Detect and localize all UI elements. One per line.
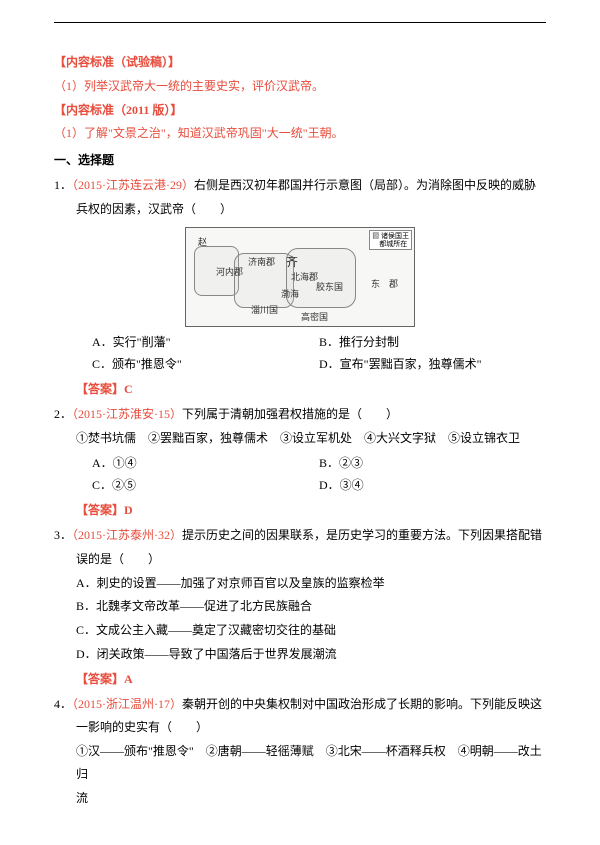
q4-stem-a: 秦朝开创的中央集权制对中国政治形成了长期的影响。下列能反映这 [182,697,542,711]
q4-choices-b: 流 [54,787,546,810]
std-2011-item: （1）了解"文景之治"，知道汉武帝巩固"大一统"王朝。 [54,122,546,145]
question-4: 4．（2015·浙江温州·17）秦朝开创的中央集权制对中国政治形成了长期的影响。… [54,693,546,810]
q2-optB: B．②③ [319,452,546,475]
q3-source: （2015·江苏泰州·32） [72,528,182,542]
map-legend-1: ▨ 诸侯国王 [372,232,409,240]
q3-stem-b: 误的是（ ） [54,548,546,571]
q1-stem-b: 兵权的因素，汉武帝（ ） [54,198,546,221]
q3-optA: A．刺史的设置——加强了对京师百官以及皇族的监察检举 [54,572,546,595]
map-lbl-dong: 东 郡 [371,280,398,290]
std-test-title: 【内容标准（试验稿）】 [54,51,546,74]
q3-optD: D．闭关政策——导致了中国落后于世界发展潮流 [54,643,546,666]
question-1: 1．（2015·江苏连云港·29）右侧是西汉初年郡国并行示意图（局部）。为消除图… [54,174,546,401]
q1-optC: C．颁布"推恩令" [92,353,319,376]
map-lbl-jiaodong: 胶东国 [316,283,343,293]
map-lbl-henei: 河内郡 [216,268,243,278]
q4-choices-a: ①汉——颁布"推恩令" ②唐朝——轻徭薄赋 ③北宋——杯酒释兵权 ④明朝——改土… [54,740,546,786]
q1-answer: 【答案】C [54,378,546,401]
q1-optD: D．宣布"罢黜百家，独尊儒术" [319,353,546,376]
q1-num: 1． [54,178,72,192]
map-lbl-bohai: 渤海 [281,290,299,300]
q3-answer: 【答案】A [54,668,546,691]
q3-optC: C．文成公主入藏——奠定了汉藏密切交往的基础 [54,619,546,642]
std-2011-title: 【内容标准（2011 版）】 [54,99,546,122]
q3-num: 3． [54,528,72,542]
q3-optB: B．北魏孝文帝改革——促进了北方民族融合 [54,595,546,618]
map-lbl-qi: 齐 [286,256,298,269]
q2-answer: 【答案】D [54,499,546,522]
map-image: ▨ 诸侯国王 都城所在 赵 河内郡 济南郡 齐 北海郡 胶东国 渤海 东 郡 淄… [185,227,415,327]
q2-options: A．①④ B．②③ C．②⑤ D．③④ [54,452,546,498]
q4-stem-b: 一影响的史实有（ ） [54,716,546,739]
q2-num: 2． [54,407,72,421]
q2-stem: 下列属于清朝加强君权措施的是（ ） [182,407,398,421]
map-legend-2: 都城所在 [372,240,409,248]
q1-source: （2015·江苏连云港·29） [72,178,194,192]
map-legend: ▨ 诸侯国王 都城所在 [369,230,412,251]
q4-source: （2015·浙江温州·17） [72,697,182,711]
std-test-item: （1）列举汉武帝大一统的主要史实，评价汉武帝。 [54,75,546,98]
q1-options: A．实行"削藩" B．推行分封制 C．颁布"推恩令" D．宣布"罢黜百家，独尊儒… [54,331,546,377]
map-lbl-zhao: 赵 [198,238,207,248]
map-lbl-jinan: 济南郡 [248,258,275,268]
q2-choices: ①焚书坑儒 ②罢黜百家，独尊儒术 ③设立军机处 ④大兴文字狱 ⑤设立锦衣卫 [54,427,546,450]
map-lbl-zichuan: 淄川国 [251,306,278,316]
q1-stem-a: 右侧是西汉初年郡国并行示意图（局部）。为消除图中反映的威胁 [194,178,536,192]
section-title: 一、选择题 [54,149,546,172]
q1-optA: A．实行"削藩" [92,331,319,354]
q2-source: （2015·江苏淮安·15） [72,407,182,421]
q4-num: 4． [54,697,72,711]
q3-stem-a: 提示历史之间的因果联系，是历史学习的重要方法。下列因果搭配错 [182,528,542,542]
question-3: 3．（2015·江苏泰州·32）提示历史之间的因果联系，是历史学习的重要方法。下… [54,524,546,691]
top-rule [54,22,546,23]
map-figure: ▨ 诸侯国王 都城所在 赵 河内郡 济南郡 齐 北海郡 胶东国 渤海 东 郡 淄… [54,227,546,327]
map-lbl-gaomi: 高密国 [301,313,328,323]
q1-optB: B．推行分封制 [319,331,546,354]
map-lbl-beihai: 北海郡 [291,273,318,283]
q2-optC: C．②⑤ [92,474,319,497]
q2-optD: D．③④ [319,474,546,497]
question-2: 2．（2015·江苏淮安·15）下列属于清朝加强君权措施的是（ ） ①焚书坑儒 … [54,403,546,522]
q2-optA: A．①④ [92,452,319,475]
